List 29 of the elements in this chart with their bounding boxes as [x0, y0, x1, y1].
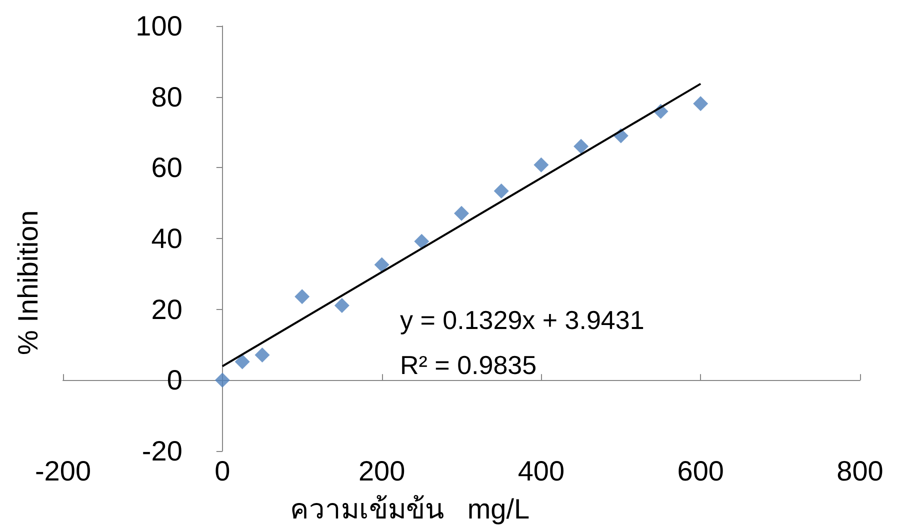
point — [574, 138, 589, 154]
x-tick-label: 400 — [518, 456, 565, 486]
point — [414, 234, 430, 249]
point — [214, 372, 230, 388]
y-tick-label: 60 — [151, 152, 182, 184]
point — [234, 354, 250, 370]
x-tick-label: 200 — [358, 456, 406, 486]
point — [693, 96, 708, 112]
point — [294, 289, 310, 304]
x-tick-label: 600 — [677, 456, 724, 486]
x-tick-label: 0 — [214, 456, 230, 486]
point — [254, 348, 270, 363]
point — [334, 298, 350, 313]
y-tick-label: 80 — [151, 81, 182, 112]
y-tick-label: 40 — [151, 223, 182, 254]
y-axis-title: % Inhibition — [12, 210, 44, 355]
y-tick-label: 0 — [166, 364, 182, 396]
annotation: R² = 0.9835 — [400, 350, 537, 380]
x-tick-label: 800 — [836, 456, 884, 486]
x-axis-title: ความเข้มข้น mg/L — [290, 494, 530, 524]
annotation: y = 0.1329x + 3.9431 — [400, 305, 644, 335]
point — [534, 157, 549, 172]
point — [374, 257, 390, 272]
y-tick-label: -20 — [142, 436, 182, 466]
point — [454, 206, 469, 221]
x-tick-label: -200 — [34, 456, 92, 486]
y-tick-label: 20 — [151, 294, 182, 325]
point — [494, 184, 509, 199]
y-tick-label: 100 — [136, 10, 182, 42]
